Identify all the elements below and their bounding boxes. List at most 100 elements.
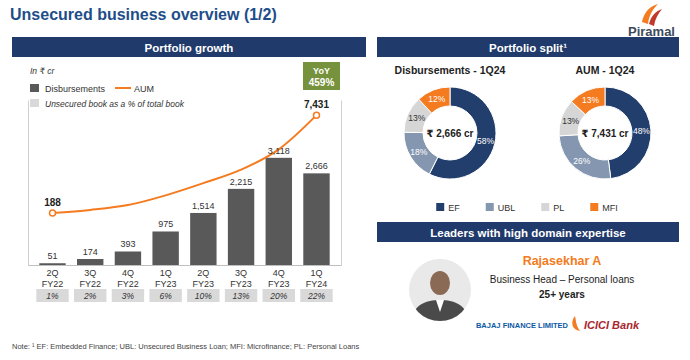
- line-marker: [50, 210, 56, 216]
- pie-label: 13%: [408, 113, 425, 123]
- pie-label: 13%: [562, 116, 579, 126]
- bar: [115, 251, 141, 265]
- share-box: [300, 289, 332, 302]
- employer-icon: [572, 316, 580, 331]
- share-box: [187, 289, 219, 302]
- pie-label: 58%: [477, 136, 494, 146]
- leader-name: Rajasekhar A: [523, 254, 602, 268]
- legend-item: Unsecured book as a % of total book: [30, 99, 185, 109]
- annotation-title: YoY: [313, 66, 330, 76]
- pie: 58% 18% 13%12% ₹ 2,666 cr: [404, 87, 496, 179]
- x-tick: 4QFY23: [268, 265, 290, 289]
- bar-label: 1,514: [192, 201, 215, 211]
- x-tick: 3QFY23: [230, 265, 252, 289]
- header-bar: [377, 222, 679, 242]
- photo-figure: [410, 271, 470, 325]
- share-box: [112, 289, 144, 302]
- pie-title: AUM - 1Q24: [576, 64, 635, 76]
- pie-slice: [559, 135, 611, 179]
- share-box: [149, 289, 181, 302]
- bar: [39, 263, 65, 265]
- x-tick-line-text: FY22: [79, 279, 101, 289]
- share-label: 10%: [195, 291, 212, 301]
- data-labels: 511743939751,5142,2153,1182,6661887,431: [44, 99, 329, 261]
- x-tick-line-text: FY22: [117, 279, 139, 289]
- pie-label: 48%: [633, 126, 650, 136]
- x-tick-line-text: 2Q: [47, 268, 59, 278]
- legend-swatch: [541, 203, 549, 211]
- x-tick-label: 1QFY24: [306, 268, 328, 289]
- share-box: [74, 289, 106, 302]
- share-box: [36, 289, 68, 302]
- legend-item: UBL: [486, 203, 516, 213]
- x-tick: 2QFY22: [42, 265, 64, 289]
- legend-swatch: [115, 87, 131, 89]
- legend-item: Disbursements: [30, 84, 106, 94]
- pie-label: 18%: [410, 147, 427, 157]
- legend-label: EF: [448, 203, 460, 213]
- x-tick-line-text: 3Q: [84, 268, 96, 278]
- line-marker: [313, 112, 319, 118]
- page: Unsecured business overview (1/2) Piramal…: [0, 0, 690, 360]
- x-tick-line-text: FY24: [306, 279, 328, 289]
- path-element: [29, 265, 342, 266]
- line-label: 7,431: [304, 99, 329, 110]
- pie: 48%26%13%13%₹ 7,431 cr: [559, 87, 651, 179]
- legend: Disbursements AUM Unsecured book as a % of…: [30, 84, 185, 109]
- x-tick: 3QFY22: [79, 265, 101, 289]
- pie-slice: [571, 87, 605, 115]
- x-tick-line-text: FY23: [230, 279, 252, 289]
- legend-item: AUM: [115, 84, 154, 94]
- share-label: 3%: [122, 291, 135, 301]
- bar-label: 393: [120, 239, 135, 249]
- logo-text: Piramal: [628, 24, 675, 39]
- employer-logo: ICICI Bank: [584, 319, 640, 331]
- bar: [152, 231, 178, 265]
- line-label: 188: [44, 197, 61, 208]
- pie-slice: [419, 87, 450, 113]
- x-tick: 2QFY23: [193, 265, 215, 289]
- share-label: 13%: [233, 291, 250, 301]
- pie-label: 12%: [428, 94, 445, 104]
- path-element: [28, 101, 29, 266]
- share-label: 1%: [46, 291, 59, 301]
- logo-icon: [642, 4, 662, 26]
- pie-center-label: ₹ 7,431 cr: [582, 128, 629, 139]
- x-tick: 1QFY23: [155, 265, 177, 289]
- x-tick-line-text: 1Q: [160, 268, 172, 278]
- x-tick-label: 4QFY22: [117, 268, 139, 289]
- legend-label: PL: [553, 203, 564, 213]
- line: [53, 115, 317, 213]
- pie-center-label: ₹ 2,666 cr: [427, 128, 474, 139]
- leader-role: Business Head – Personal loans: [490, 274, 635, 285]
- pie-legend: EF UBL PL MFI: [436, 203, 618, 213]
- bar: [266, 158, 292, 265]
- share-label: 22%: [307, 291, 325, 301]
- x-tick-line-text: 1Q: [310, 268, 322, 278]
- x-tick-line-text: FY23: [155, 279, 177, 289]
- x-tick-line-text: 4Q: [273, 268, 285, 278]
- legend-swatch: [30, 99, 39, 107]
- bar: [190, 213, 216, 265]
- slide-title: Unsecured business overview (1/2): [10, 6, 277, 23]
- share-box: [225, 289, 257, 302]
- legend-swatch: [30, 84, 39, 92]
- legend-swatch: [486, 203, 494, 211]
- bar-label: 3,118: [268, 146, 290, 156]
- pie-label: 26%: [573, 156, 590, 166]
- legend-item: MFI: [590, 203, 618, 213]
- unit-label: In ₹ cr: [30, 66, 55, 76]
- photo: [409, 259, 471, 325]
- bar-label: 975: [158, 219, 173, 229]
- bar-label: 174: [83, 247, 98, 257]
- share-label: 20%: [269, 291, 287, 301]
- legend-label: AUM: [134, 84, 154, 94]
- x-tick-line-text: 4Q: [122, 268, 134, 278]
- pie-title: Disbursements - 1Q24: [395, 64, 506, 76]
- bar: [77, 259, 103, 265]
- header-text: Portfolio split¹: [489, 42, 567, 54]
- y2-axis: [341, 101, 342, 266]
- x-tick-label: 2QFY22: [42, 268, 64, 289]
- x-tick-label: 3QFY22: [79, 268, 101, 289]
- x-tick-label: 3QFY23: [230, 268, 252, 289]
